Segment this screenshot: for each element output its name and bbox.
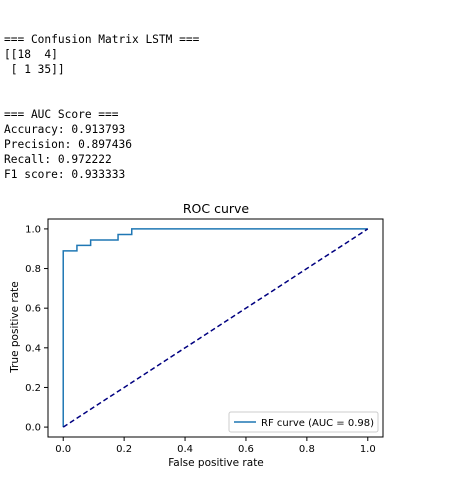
y-tick-label: 0.4 — [25, 343, 41, 354]
x-tick-label: 0.8 — [299, 444, 315, 455]
y-tick-label: 0.2 — [25, 383, 41, 394]
x-tick-label: 0.4 — [177, 444, 193, 455]
legend: RF curve (AUC = 0.98) — [228, 411, 379, 433]
console-line-1: [[18 4] — [4, 48, 58, 61]
x-axis-label: False positive rate — [168, 457, 264, 469]
console-line-0: === Confusion Matrix LSTM === — [4, 33, 200, 46]
roc-curve-line — [62, 228, 368, 428]
legend-box — [228, 411, 379, 433]
console-line-8: Recall: 0.972222 — [4, 153, 112, 166]
console-output: === Confusion Matrix LSTM === [[18 4] [ 1… — [4, 32, 199, 182]
y-tick-label: 0.6 — [25, 304, 41, 315]
y-axis-label: True positive rate — [9, 281, 21, 374]
x-tick-label: 0.2 — [116, 444, 132, 455]
chart-title: ROC curve — [183, 201, 250, 216]
x-tick-label: 0.6 — [238, 444, 254, 455]
console-line-5: === AUC Score === — [4, 108, 119, 121]
console-line-2: [ 1 35]] — [4, 63, 65, 76]
y-tick-label: 1.0 — [25, 224, 41, 235]
console-line-9: F1 score: 0.933333 — [4, 168, 126, 181]
x-tick-label: 0.0 — [55, 444, 71, 455]
console-line-6: Accuracy: 0.913793 — [4, 123, 126, 136]
y-tick-label: 0.8 — [25, 264, 41, 275]
legend-label: RF curve (AUC = 0.98) — [261, 418, 374, 429]
x-tick-label: 1.0 — [360, 444, 376, 455]
plot-frame — [47, 218, 384, 438]
console-line-7: Precision: 0.897436 — [4, 138, 132, 151]
y-tick-label: 0.0 — [25, 423, 41, 434]
diagonal-reference-line — [62, 228, 369, 428]
